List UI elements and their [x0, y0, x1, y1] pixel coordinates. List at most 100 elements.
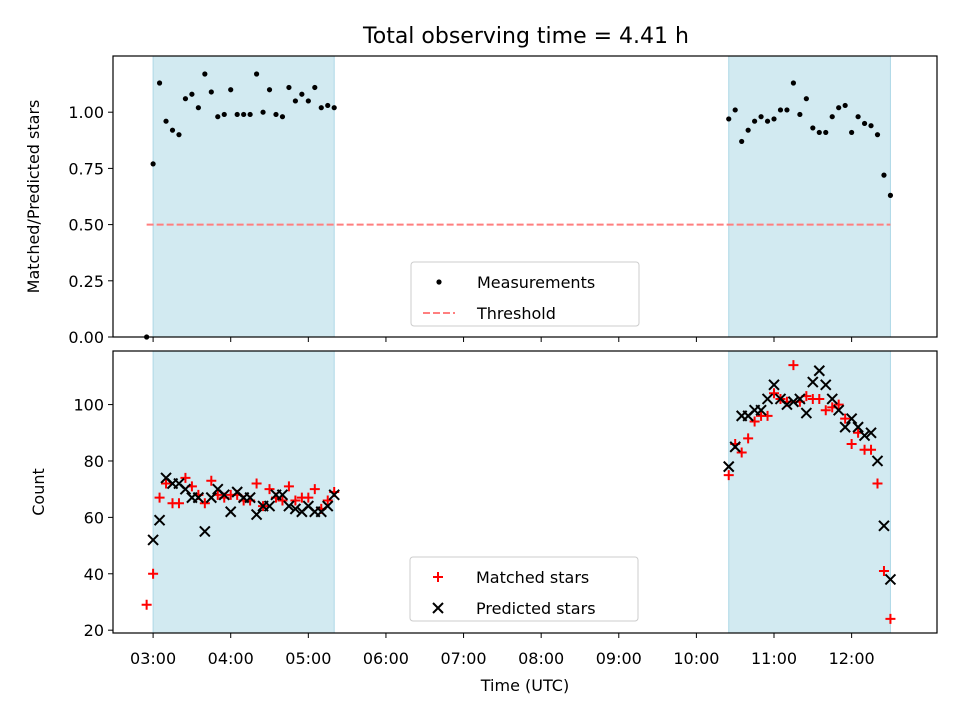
matched-stars-point [206, 475, 217, 486]
predicted-stars-point [865, 427, 877, 439]
matched-stars-point [141, 599, 152, 610]
legend-marker-measurements [436, 279, 442, 285]
matched-stars-point [872, 478, 883, 489]
predicted-stars-point [768, 379, 780, 391]
measurements-point [855, 114, 861, 120]
predicted-stars-point [283, 500, 295, 512]
measurements-point [318, 105, 324, 111]
measurements-point [150, 161, 156, 167]
matched-stars-point [264, 484, 275, 495]
measurements-point [312, 84, 318, 91]
predicted-stars-point [225, 506, 237, 518]
measurements-point [810, 125, 816, 131]
measurements-point [745, 127, 751, 133]
y-tick-label: 60 [84, 508, 104, 527]
predicted-stars-point [813, 365, 825, 377]
x-tick-label: 04:00 [208, 649, 254, 668]
y-tick-label: 0.75 [68, 159, 104, 178]
measurements-point [836, 105, 842, 111]
matched-stars-point [885, 613, 896, 624]
matched-stars-point [148, 568, 159, 579]
measurements-point [221, 111, 227, 118]
measurements-point [797, 111, 803, 118]
matched-stars-point [290, 495, 301, 506]
predicted-stars-point [839, 421, 851, 433]
measurements-point [247, 111, 253, 118]
legend-marker-predicted-stars [432, 602, 444, 614]
legend: Matched stars Predicted stars [409, 556, 639, 622]
predicted-stars-point [826, 393, 838, 405]
x-tick-label: 12:00 [829, 649, 875, 668]
measurements-point [299, 91, 305, 97]
predicted-stars-point [153, 514, 166, 526]
predicted-stars-point [192, 491, 205, 504]
x-tick-label: 10:00 [673, 649, 719, 668]
measurements-point [286, 84, 292, 91]
measurements-point [182, 96, 189, 102]
predicted-stars-point [755, 404, 767, 416]
measurements-point [771, 116, 777, 122]
shaded-interval-1 [152, 55, 335, 338]
matched-stars-point [322, 495, 333, 506]
legend-label-measurements: Measurements [477, 273, 595, 292]
predicted-stars-point [276, 489, 289, 501]
matched-stars-point [743, 433, 754, 444]
x-tick-label: 06:00 [363, 649, 409, 668]
matched-stars-point [878, 565, 889, 576]
matched-stars-point [277, 495, 288, 506]
measurements-point [253, 71, 260, 77]
measurements-point [273, 111, 279, 118]
y-tick-label: 80 [84, 452, 104, 471]
predicted-stars-point [800, 407, 813, 419]
predicted-stars-point [871, 455, 884, 467]
measurements-point [260, 109, 266, 115]
matched-stars-point [788, 360, 799, 371]
measurements-point [169, 127, 176, 133]
predicted-stars-point [884, 573, 897, 586]
predicted-stars-point [787, 396, 800, 408]
measurements-point [202, 71, 208, 77]
measurements-point [189, 91, 195, 97]
measurements-point [739, 138, 745, 145]
predicted-stars-point [852, 421, 864, 433]
matched-stars-point [762, 410, 773, 421]
ratio-panel: 0.00 0.25 0.50 0.75 1.00 Matched/Predicted st… [24, 55, 938, 347]
matched-stars-point [833, 399, 844, 410]
legend-box [410, 261, 640, 327]
measurements-point [215, 114, 221, 120]
predicted-stars-point [761, 393, 774, 405]
matched-stars-point [309, 484, 320, 495]
measurements-point [163, 118, 169, 124]
shaded-interval-2 [728, 350, 891, 634]
matched-stars-point [303, 492, 314, 503]
legend: Measurements Threshold [410, 261, 640, 327]
measurements-point [331, 105, 337, 111]
measurements-point [829, 114, 835, 120]
x-tick-label: 03:00 [130, 649, 176, 668]
matched-stars-point [846, 439, 857, 450]
y-tick-label: 40 [84, 565, 104, 584]
predicted-stars-point [250, 508, 263, 521]
predicted-stars-point [328, 489, 340, 501]
matched-stars-point [769, 388, 780, 399]
x-tick-label: 07:00 [441, 649, 487, 668]
predicted-stars-point [878, 520, 890, 532]
measurements-point [758, 114, 764, 120]
legend-label-threshold: Threshold [476, 304, 556, 323]
matched-stars-point [749, 416, 760, 427]
predicted-stars-point [845, 412, 858, 425]
measurements-point [874, 132, 881, 138]
measurements-point [764, 118, 771, 124]
measurements-point [195, 105, 201, 111]
predicted-stars-point [322, 500, 334, 512]
measurements-point [325, 102, 331, 109]
predicted-stars-point [218, 489, 230, 501]
measurements-point [881, 172, 887, 178]
measurements-point [726, 116, 732, 122]
predicted-stars-point [289, 503, 302, 515]
x-tick-label: 05:00 [285, 649, 331, 668]
measurements-point [279, 114, 286, 120]
predicted-stars-point [794, 393, 806, 405]
predicted-stars-point [199, 525, 211, 538]
plot-frame [112, 55, 938, 338]
